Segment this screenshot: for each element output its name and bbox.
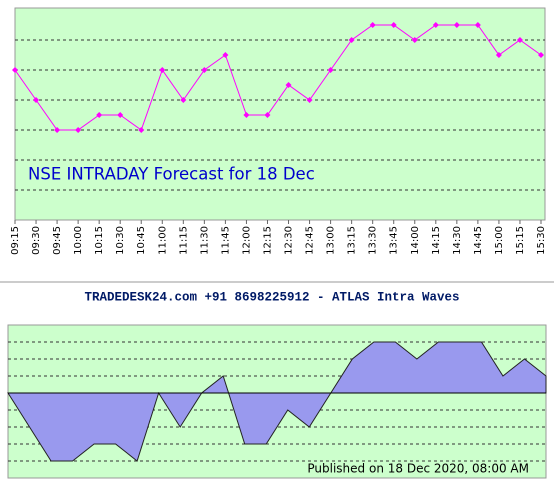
marker [96,112,103,118]
annotation: Published on 18 Dec 2020, 08:00 AM [307,462,529,476]
marker [474,22,481,28]
marker [369,22,376,28]
x-tick-label: 11:45 [220,226,231,255]
x-tick-label: 14:15 [431,226,442,255]
marker [117,112,124,118]
marker [348,37,355,43]
marker [243,112,250,118]
x-tick-label: 11:30 [199,226,210,255]
marker [516,37,523,43]
x-tick-label: 14:45 [473,226,484,255]
x-tick-label: 10:45 [136,226,147,255]
marker [285,82,292,88]
x-tick-label: 15:00 [494,226,505,255]
x-tick-label: 09:15 [10,226,21,255]
marker [264,112,271,118]
marker [538,52,544,58]
marker [159,67,166,73]
marker [453,22,460,28]
x-tick-label: 14:30 [452,226,463,255]
marker [432,22,439,28]
x-tick-label: 09:30 [31,226,42,255]
x-tick-label: 12:00 [241,226,252,255]
marker [201,67,208,73]
x-tick-label: 13:30 [368,226,379,255]
marker [12,67,18,73]
marker [33,97,40,103]
x-tick-label: 15:15 [515,226,526,255]
x-tick-label: 13:45 [389,226,400,255]
x-tick-label: 09:45 [52,226,63,255]
marker [306,97,313,103]
plot-area [14,7,546,221]
area [7,341,547,462]
x-tick-label: 10:15 [94,226,105,255]
marker [54,127,61,133]
x-tick-label: 13:15 [347,226,358,255]
marker [180,97,187,103]
marker [411,37,418,43]
marker [75,127,82,133]
chart-title: NSE INTRADAY Forecast for 18 Dec [28,165,315,184]
banner: TRADEDESK24.com +91 8698225912 - ATLAS I… [84,290,459,304]
x-tick-label: 10:30 [115,226,126,255]
marker [138,127,145,133]
marker [390,22,397,28]
marker [327,67,334,73]
marker [495,52,502,58]
x-tick-label: 12:45 [305,226,316,255]
x-tick-label: 12:15 [262,226,273,255]
x-tick-label: 14:00 [410,226,421,255]
x-tick-label: 11:00 [157,226,168,255]
line [14,24,542,131]
marker [222,52,229,58]
x-tick-label: 11:15 [178,226,189,255]
x-tick-label: 12:30 [284,226,295,255]
x-tick-label: 15:30 [536,226,547,255]
x-tick-label: 10:00 [73,226,84,255]
x-tick-label: 13:00 [326,226,337,255]
